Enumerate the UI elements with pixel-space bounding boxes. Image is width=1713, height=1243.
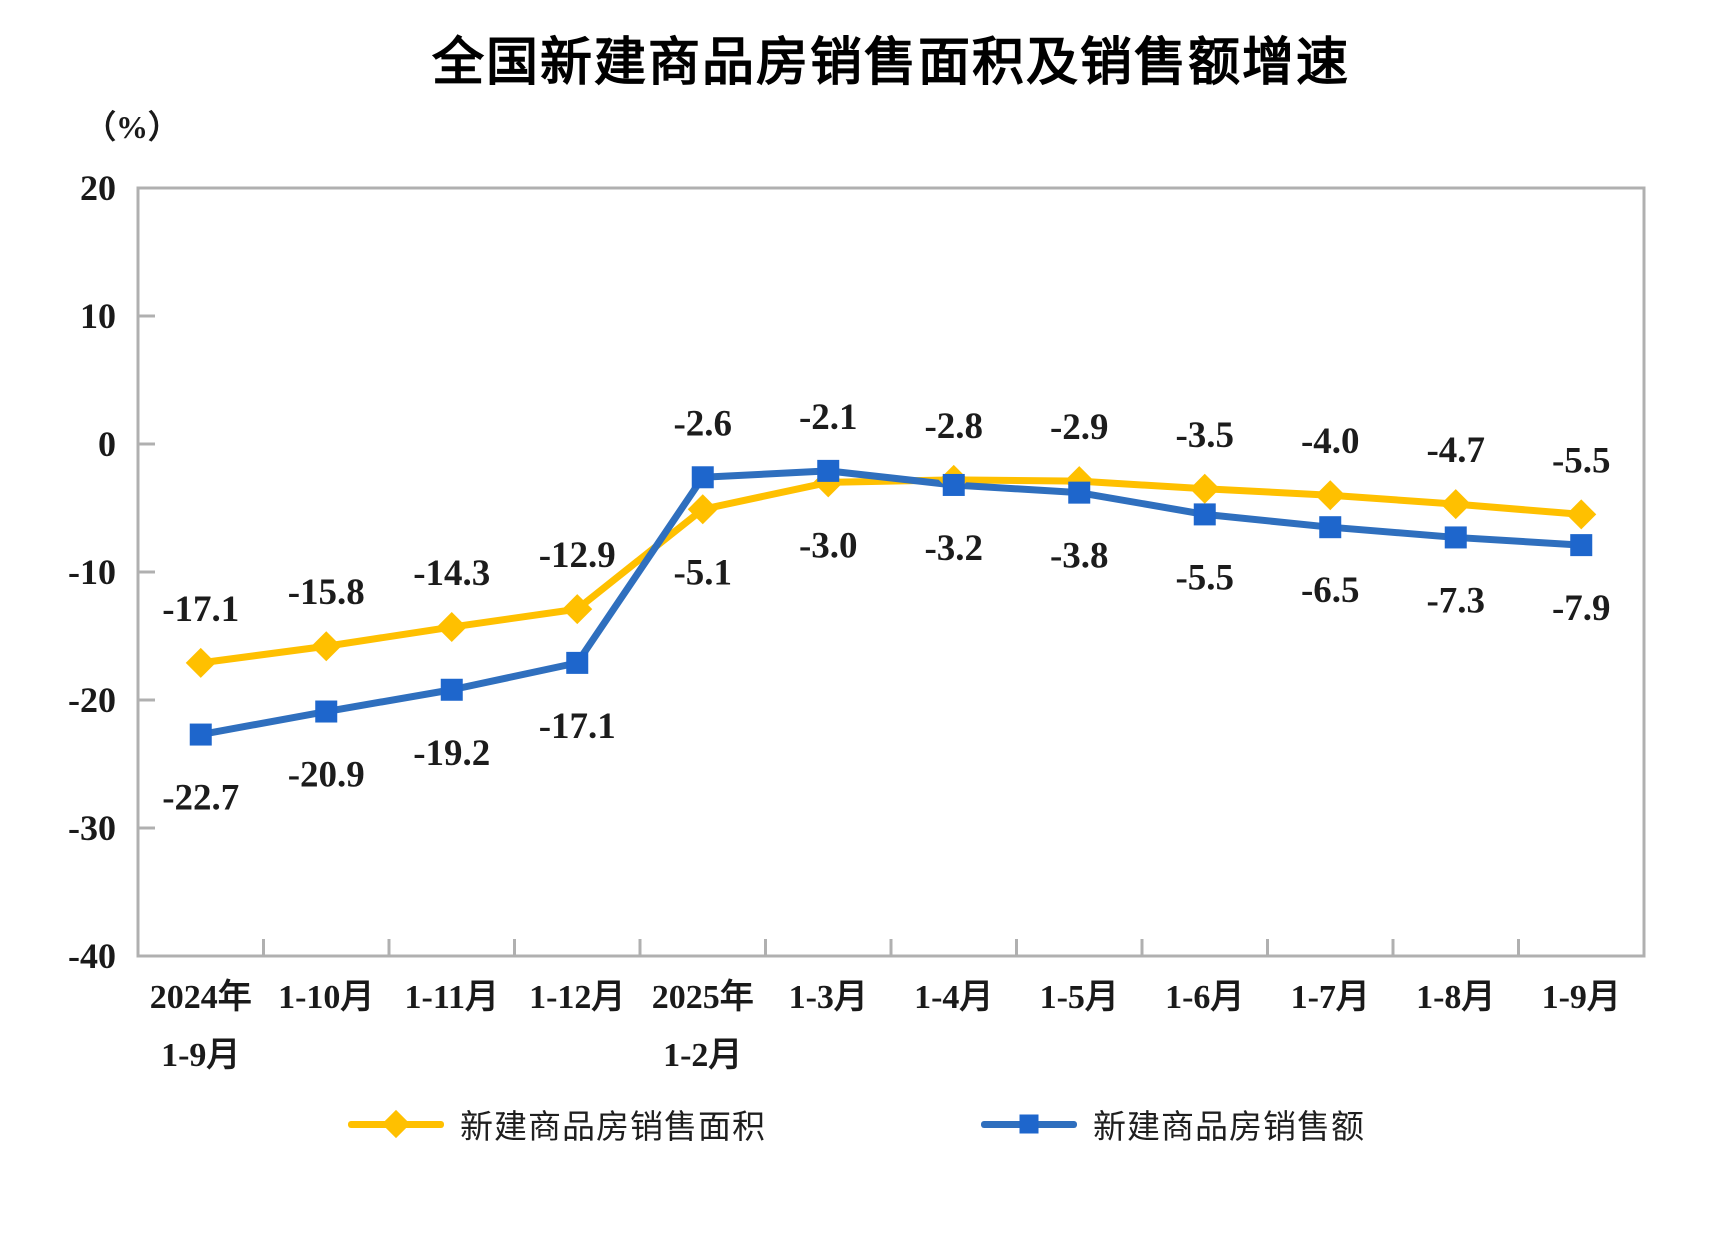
data-point-label: -2.6 <box>673 403 732 444</box>
data-point-label: -7.3 <box>1426 580 1485 621</box>
data-point-label: -12.9 <box>539 535 616 576</box>
data-point-label: -2.9 <box>1050 407 1109 448</box>
data-point-label: -4.0 <box>1301 421 1360 462</box>
sales-area-point-marker <box>1189 473 1220 504</box>
x-axis-category-label: 1-12月 <box>529 979 625 1016</box>
x-axis-category-label: 1-5月 <box>1040 979 1119 1016</box>
y-axis-tick-label: -40 <box>68 936 116 976</box>
sales-value-point-marker <box>315 700 338 723</box>
x-axis-category-label: 1-8月 <box>1416 979 1495 1016</box>
sales-value-point-marker <box>189 723 212 746</box>
data-point-label: -3.2 <box>924 528 983 569</box>
sales-value-point-marker <box>1570 534 1593 557</box>
sales-value-point-marker <box>942 473 965 496</box>
sales-area-point-marker <box>436 612 467 643</box>
x-axis-category-label: 1-9月 <box>1542 979 1621 1016</box>
chart-legend: 新建商品房销售面积 新建商品房销售额 <box>0 1100 1713 1148</box>
y-axis-tick-label: -10 <box>68 552 116 592</box>
y-axis-tick-label: 10 <box>80 296 116 336</box>
sales-area-point-marker <box>311 631 342 662</box>
data-point-label: -22.7 <box>162 778 239 819</box>
data-point-label: -4.7 <box>1426 430 1485 471</box>
sales-value-point-marker <box>440 678 463 701</box>
x-axis-category-label: 1-6月 <box>1165 979 1244 1016</box>
x-axis-category-label: 1-4月 <box>914 979 993 1016</box>
y-axis-tick-label: -20 <box>68 680 116 720</box>
x-axis-category-label: 1-2月 <box>663 1037 742 1074</box>
sales-value-point-marker <box>691 466 714 489</box>
data-point-label: -5.5 <box>1552 440 1611 481</box>
sales-area-point-marker <box>185 647 216 678</box>
y-axis-tick-label: 0 <box>98 424 116 464</box>
data-point-label: -5.5 <box>1175 557 1234 598</box>
y-axis-unit-label: （%） <box>84 109 181 145</box>
sales-area-point-marker <box>1315 480 1346 511</box>
data-point-label: -19.2 <box>413 733 490 774</box>
data-point-label: -5.1 <box>673 552 732 593</box>
x-axis-category-label: 1-9月 <box>161 1037 240 1074</box>
y-axis-tick-label: -30 <box>68 808 116 848</box>
y-axis-tick-label: 20 <box>80 168 116 208</box>
data-point-label: -17.1 <box>162 589 239 630</box>
legend-item-sales-value: 新建商品房销售额 <box>981 1100 1365 1148</box>
chart-title: 全国新建商品房销售面积及销售额增速 <box>431 34 1350 92</box>
sales-value-point-marker <box>1444 526 1467 549</box>
sales-area-point-marker <box>1566 499 1597 530</box>
legend-item-sales-area: 新建商品房销售面积 <box>348 1100 766 1148</box>
sales-area-point-marker <box>1440 489 1471 520</box>
data-point-label: -3.0 <box>799 525 858 566</box>
data-point-label: -2.8 <box>924 406 983 447</box>
sales-value-point-marker <box>1193 503 1216 526</box>
x-axis-category-label: 1-7月 <box>1291 979 1370 1016</box>
data-point-label: -2.1 <box>799 397 858 438</box>
sales-value-point-marker <box>817 459 840 482</box>
sales-area-line <box>197 476 1585 667</box>
x-axis-category-label: 2024年 <box>150 978 252 1016</box>
sales-value-legend-line <box>981 1114 1077 1134</box>
sales-value-line <box>197 467 1585 739</box>
sales-area-legend-line <box>348 1109 444 1139</box>
sales-area-point-marker <box>687 494 718 525</box>
sales-value-legend-label: 新建商品房销售额 <box>1093 1110 1365 1146</box>
x-axis-category-label: 1-10月 <box>278 979 374 1016</box>
square-marker-icon <box>1019 1114 1039 1134</box>
data-point-label: -20.9 <box>288 755 365 796</box>
data-point-label: -3.8 <box>1050 536 1109 577</box>
data-point-label: -14.3 <box>413 553 490 594</box>
x-axis-category-label: 2025年 <box>652 978 754 1016</box>
data-point-label: -15.8 <box>288 572 365 613</box>
data-point-label: -17.1 <box>539 706 616 747</box>
data-point-label: -7.9 <box>1552 588 1611 629</box>
data-point-label: -6.5 <box>1301 570 1360 611</box>
x-axis-category-label: 1-3月 <box>789 979 868 1016</box>
diamond-marker-icon <box>381 1109 411 1139</box>
sales-area-point-marker <box>562 594 593 625</box>
x-axis-category-label: 1-11月 <box>405 979 499 1016</box>
sales-area-legend-label: 新建商品房销售面积 <box>460 1110 766 1146</box>
data-point-label: -3.5 <box>1175 415 1234 456</box>
sales-value-point-marker <box>1319 516 1342 539</box>
sales-value-point-marker <box>566 651 589 674</box>
sales-value-point-marker <box>1068 481 1091 504</box>
